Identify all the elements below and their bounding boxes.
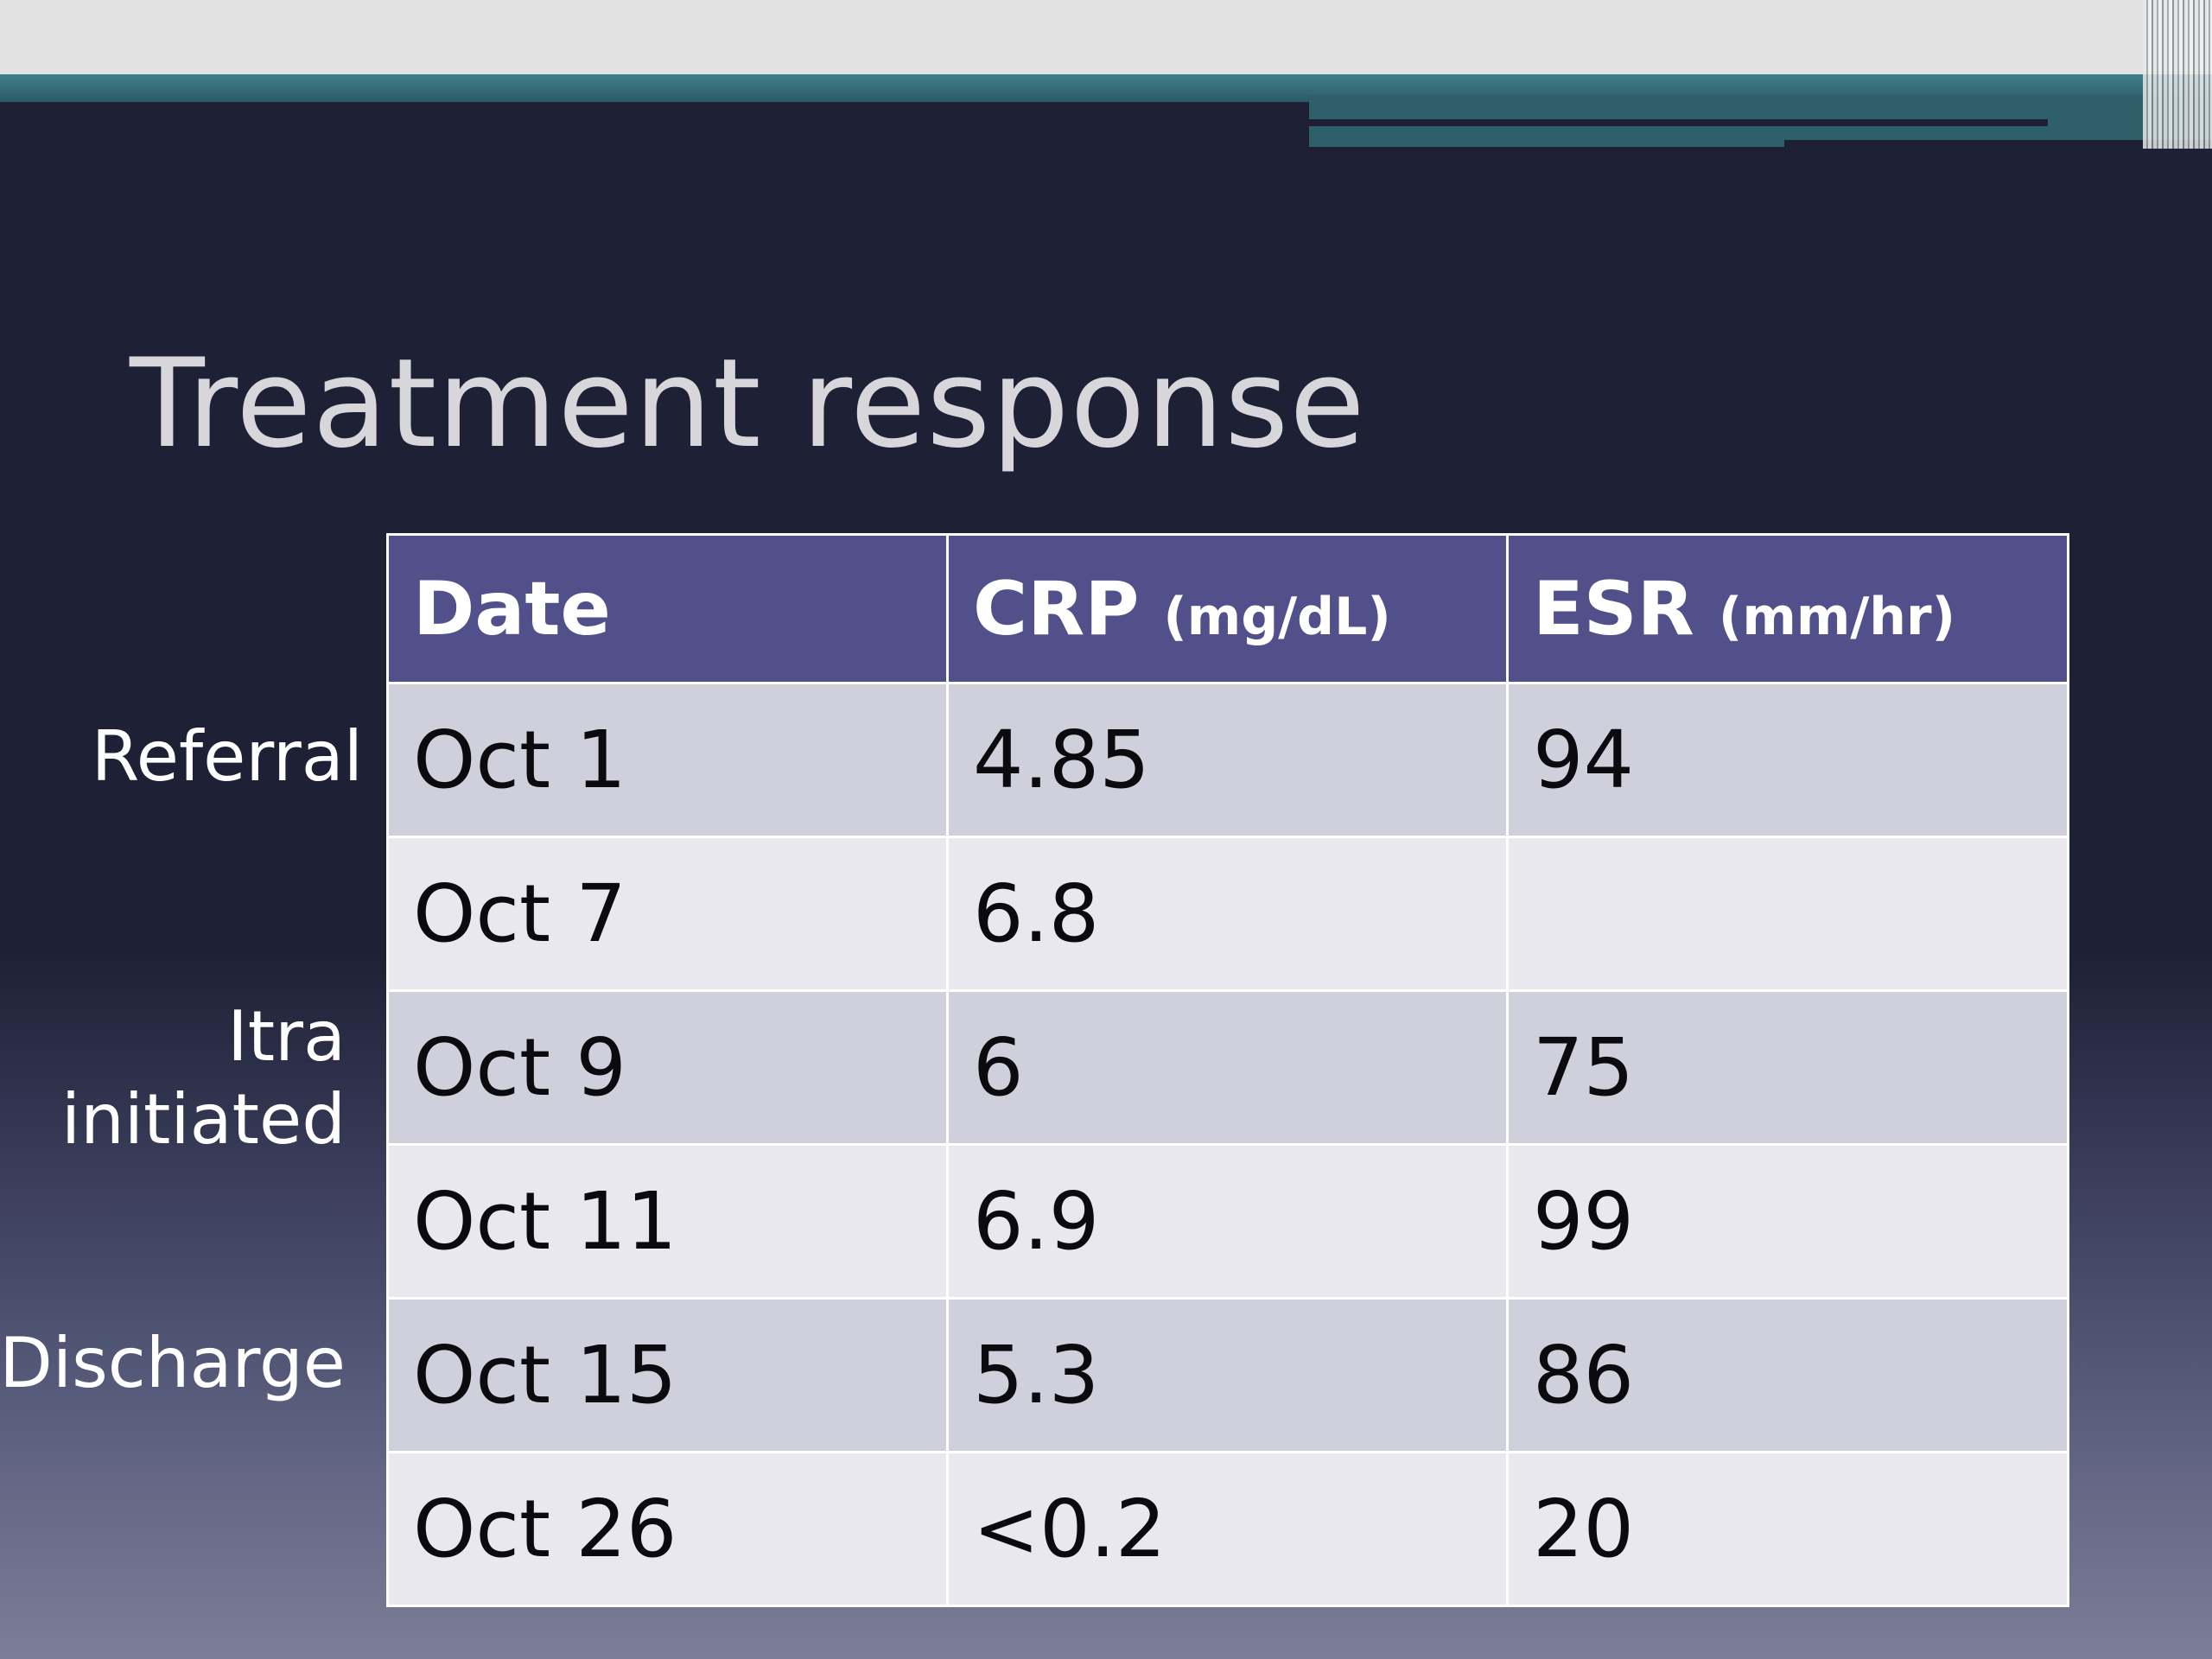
- cell-crp: 6.9: [946, 1143, 1509, 1300]
- cell-date: Oct 15: [386, 1297, 949, 1453]
- cell-esr: 99: [1506, 1143, 2069, 1300]
- header-unit: (mg/dL): [1163, 586, 1391, 647]
- cell-esr: 20: [1506, 1451, 2069, 1607]
- table-row: Oct 1 4.85 94: [386, 682, 2069, 838]
- cell-crp: 6.8: [946, 836, 1509, 992]
- side-label-text: Referral: [91, 716, 363, 797]
- treatment-response-table: Date CRP (mg/dL) ESR (mm/hr) Oct 1 4.85 94…: [386, 533, 2069, 1607]
- cell-esr: 75: [1506, 989, 2069, 1146]
- side-label-text: Discharge: [0, 1323, 346, 1403]
- side-label-text: initiated: [60, 1079, 346, 1160]
- cell-date: Oct 26: [386, 1451, 949, 1607]
- decorative-line: [1784, 140, 2212, 147]
- cell-crp: 6: [946, 989, 1509, 1146]
- cell-esr: 94: [1506, 682, 2069, 838]
- slide-title: Treatment response: [130, 333, 1366, 475]
- header-date: Date: [386, 533, 949, 684]
- side-label-discharge: Discharge: [0, 1322, 346, 1405]
- cell-date: Oct 9: [386, 989, 949, 1146]
- header-esr: ESR (mm/hr): [1506, 533, 2069, 684]
- table-row: Oct 11 6.9 99: [386, 1143, 2069, 1300]
- cell-esr: 86: [1506, 1297, 2069, 1453]
- cell-date: Oct 7: [386, 836, 949, 992]
- cell-crp: 4.85: [946, 682, 1509, 838]
- header-label: ESR: [1533, 565, 1694, 652]
- side-label-referral: Referral: [92, 715, 363, 798]
- table-header-row: Date CRP (mg/dL) ESR (mm/hr): [386, 533, 2069, 684]
- table-row: Oct 9 6 75: [386, 989, 2069, 1146]
- cell-date: Oct 1: [386, 682, 949, 838]
- decorative-stripes: [2143, 0, 2212, 149]
- side-label-itra-initiated: Itra initiated: [61, 995, 346, 1161]
- table-row: Oct 7 6.8: [386, 836, 2069, 992]
- cell-date: Oct 11: [386, 1143, 949, 1300]
- cell-crp: 5.3: [946, 1297, 1509, 1453]
- table-row: Oct 26 <0.2 20: [386, 1451, 2069, 1607]
- decorative-line: [1309, 119, 2048, 126]
- cell-esr: [1506, 836, 2069, 992]
- side-label-text: Itra: [227, 996, 346, 1077]
- table-row: Oct 15 5.3 86: [386, 1297, 2069, 1453]
- top-decorative-bar: [0, 0, 2212, 74]
- cell-crp: <0.2: [946, 1451, 1509, 1607]
- header-unit: (mm/hr): [1718, 586, 1956, 647]
- header-label: Date: [413, 565, 611, 652]
- header-crp: CRP (mg/dL): [946, 533, 1509, 684]
- header-label: CRP: [973, 565, 1140, 652]
